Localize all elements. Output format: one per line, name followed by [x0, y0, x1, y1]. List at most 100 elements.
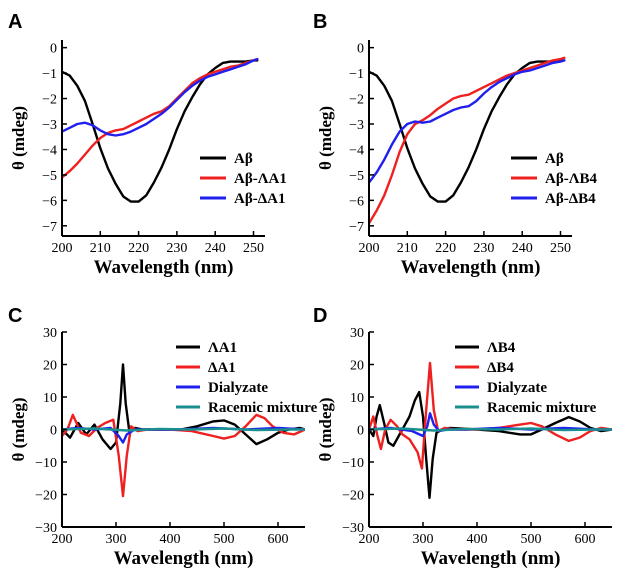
y-tick-label: 0	[357, 424, 364, 439]
y-tick-label: 0	[50, 424, 57, 439]
x-tick-label: 220	[435, 241, 456, 256]
series-line-2	[62, 57, 259, 179]
y-tick-label: −6	[42, 194, 57, 209]
panel-b: B 0 −1 −2 −3 −4 −5 −6 −7 200 210 220 230 240 250 θ (mde…	[313, 11, 597, 278]
series-line-1	[369, 390, 612, 499]
legend-entry: Dialyzate	[487, 380, 547, 396]
y-tick-label: −20	[342, 489, 364, 504]
panel-a: A 0 −1 −2 −3 −4 −5 −6 −7 200 210 220 230 240 250 θ (mde…	[8, 11, 287, 278]
x-tick-label: 200	[52, 532, 73, 547]
legend: Aβ Aβ-ΛB4 Aβ-ΔB4	[511, 151, 597, 207]
legend-entry: ΔB4	[487, 360, 514, 376]
x-axis-label: Wavelength (nm)	[94, 257, 234, 278]
series-group	[62, 363, 305, 498]
panel-letter: D	[313, 305, 327, 327]
legend-entry: ΛA1	[208, 340, 237, 356]
y-tick-label: −1	[349, 67, 364, 82]
y-axis-label: θ (mdeg)	[316, 106, 335, 170]
legend-entry: Dialyzate	[208, 380, 268, 396]
y-axis-label: θ (mdeg)	[9, 106, 28, 170]
series-line-1	[62, 59, 259, 203]
x-tick-label: 230	[166, 241, 187, 256]
y-tick-label: 0	[357, 42, 364, 57]
y-tick-label: −6	[349, 194, 364, 209]
legend: ΛA1 ΔA1 Dialyzate Racemic mixture	[176, 340, 318, 416]
series-line-3	[369, 59, 566, 184]
y-tick-label: −3	[349, 118, 364, 133]
legend-entry: Aβ-ΛB4	[545, 171, 597, 187]
series-line-3	[62, 57, 259, 137]
y-tick-label: −7	[349, 220, 364, 235]
x-tick-label: 220	[128, 241, 149, 256]
series-group	[62, 57, 259, 203]
legend-entry: Aβ	[545, 151, 564, 167]
y-axis-label: θ (mdeg)	[9, 397, 28, 461]
y-tick-label: −1	[42, 67, 57, 82]
series-group	[369, 361, 612, 499]
x-axis-label: Wavelength (nm)	[421, 548, 561, 569]
x-tick-label: 200	[359, 532, 380, 547]
series-line-2	[62, 413, 305, 498]
legend-entry: ΔA1	[208, 360, 236, 376]
y-tick-label: −3	[42, 118, 57, 133]
x-tick-label: 200	[52, 241, 73, 256]
panel-letter: A	[8, 11, 22, 33]
legend: ΛB4 ΔB4 Dialyzate Racemic mixture	[455, 340, 597, 416]
y-tick-label: −5	[42, 169, 57, 184]
x-tick-label: 300	[413, 532, 434, 547]
x-tick-label: 400	[160, 532, 181, 547]
x-tick-label: 200	[359, 241, 380, 256]
legend-entry: Aβ-ΛA1	[234, 171, 287, 187]
x-tick-label: 230	[473, 241, 494, 256]
y-tick-label: 20	[350, 359, 364, 374]
series-line-2	[369, 56, 566, 225]
legend-entry: Racemic mixture	[487, 400, 597, 416]
legend-entry: Aβ	[234, 151, 253, 167]
x-tick-label: 600	[575, 532, 596, 547]
y-tick-label: −10	[35, 456, 57, 471]
series-line-2	[369, 361, 612, 470]
y-tick-label: −20	[35, 489, 57, 504]
legend-entry: Racemic mixture	[208, 400, 318, 416]
series-line-1	[369, 59, 566, 203]
y-tick-label: −10	[342, 456, 364, 471]
y-tick-label: 0	[50, 42, 57, 57]
y-tick-label: −4	[42, 143, 57, 158]
x-tick-label: 240	[205, 241, 226, 256]
x-tick-label: 250	[550, 241, 571, 256]
legend-entry: Aβ-ΔA1	[234, 191, 285, 207]
x-tick-label: 500	[521, 532, 542, 547]
series-group	[369, 56, 566, 225]
x-tick-label: 210	[90, 241, 111, 256]
y-axis-label: θ (mdeg)	[316, 397, 335, 461]
y-tick-label: −2	[349, 93, 364, 108]
series-line-4	[369, 427, 612, 432]
y-tick-label: −7	[42, 220, 57, 235]
y-tick-label: −5	[349, 169, 364, 184]
legend-entry: Aβ-ΔB4	[545, 191, 596, 207]
x-tick-label: 240	[512, 241, 533, 256]
panel-letter: C	[8, 305, 22, 327]
legend: Aβ Aβ-ΛA1 Aβ-ΔA1	[200, 151, 287, 207]
x-tick-label: 500	[214, 532, 235, 547]
legend-entry: ΛB4	[487, 340, 516, 356]
x-tick-label: 400	[467, 532, 488, 547]
x-axis-label: Wavelength (nm)	[401, 257, 541, 278]
x-tick-label: 600	[268, 532, 289, 547]
x-tick-label: 210	[397, 241, 418, 256]
panel-letter: B	[313, 11, 327, 33]
x-tick-label: 250	[243, 241, 264, 256]
y-tick-label: −4	[349, 143, 364, 158]
x-axis-label: Wavelength (nm)	[114, 548, 254, 569]
y-tick-label: 20	[43, 359, 57, 374]
y-tick-label: −30	[342, 521, 364, 536]
y-tick-label: 30	[350, 326, 364, 341]
y-tick-label: 10	[43, 391, 57, 406]
y-tick-label: 30	[43, 326, 57, 341]
y-tick-label: −30	[35, 521, 57, 536]
y-tick-label: 10	[350, 391, 364, 406]
y-tick-label: −2	[42, 93, 57, 108]
